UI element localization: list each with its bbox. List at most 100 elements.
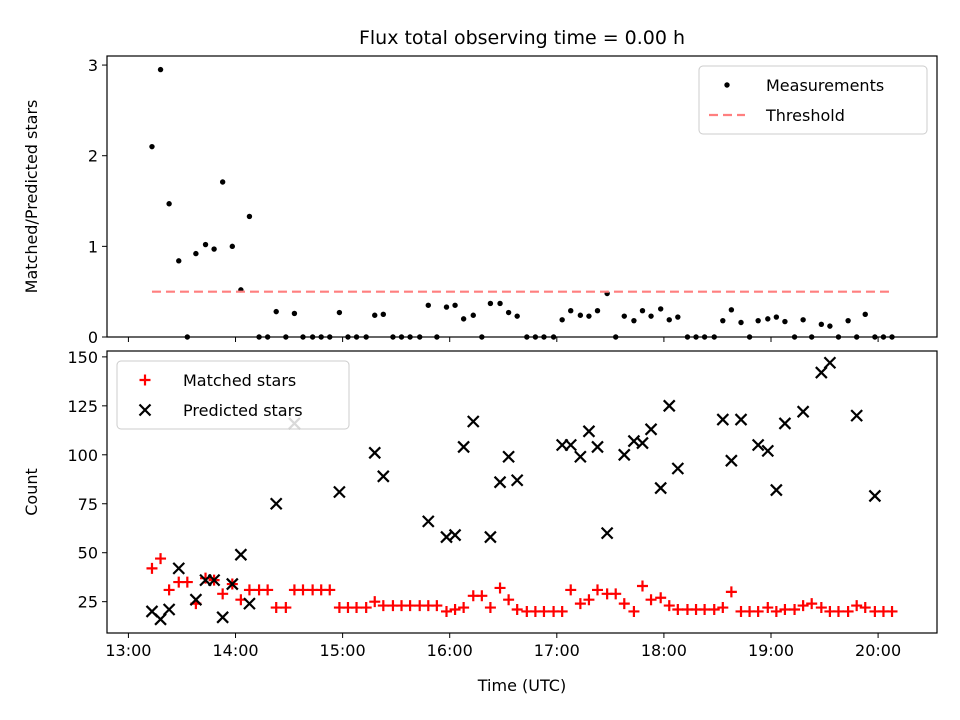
legend-label: Matched stars: [183, 371, 296, 390]
matched-stars-point: [851, 600, 863, 612]
legend-label: Predicted stars: [183, 401, 303, 420]
matched-stars-point: [725, 586, 737, 598]
matched-stars-point: [636, 580, 648, 592]
measurement-point: [631, 317, 637, 324]
matched-stars-point: [655, 592, 667, 604]
predicted-stars-point: [662, 399, 676, 413]
legend-marker-measurements: [724, 82, 730, 88]
predicted-stars-point: [600, 526, 614, 540]
measurement-point: [845, 317, 851, 324]
predicted-stars-point: [189, 593, 203, 606]
predicted-stars-point: [216, 611, 229, 624]
measurement-point: [246, 213, 253, 220]
measurement-point: [380, 311, 387, 318]
plot-frame: [106, 55, 938, 338]
x-tick-label: 18:00: [641, 641, 687, 660]
measurement-point: [166, 201, 172, 207]
legend-marker-predicted: [138, 403, 152, 417]
matched-stars-point: [592, 584, 604, 596]
measurement-point: [425, 302, 431, 308]
legend-box: [698, 65, 928, 135]
predicted-stars-point: [751, 438, 765, 452]
predicted-stars-point: [510, 473, 524, 487]
matched-stars-point: [217, 588, 229, 600]
matched-stars-point: [699, 604, 711, 615]
measurement-point: [648, 313, 654, 319]
predicted-stars-point: [226, 577, 239, 591]
measurement-point: [728, 307, 735, 313]
x-axis-label: Time (UTC): [477, 676, 566, 695]
matched-stars-point: [538, 605, 550, 617]
measurement-point: [452, 302, 458, 308]
x-tick-label: 20:00: [855, 641, 901, 660]
x-tick-label: 19:00: [748, 641, 794, 660]
measurement-point: [514, 313, 520, 319]
legend-label: Measurements: [766, 76, 884, 95]
predicted-stars-point: [502, 450, 515, 464]
matched-stars-point: [369, 596, 381, 608]
matched-stars-point: [797, 600, 809, 612]
legend: Measurements Threshold: [698, 65, 928, 135]
predicted-stars-point: [582, 425, 596, 438]
predicted-stars-point: [377, 470, 390, 483]
matched-stars-point: [708, 604, 720, 615]
y-axis-label: Count: [22, 468, 41, 516]
measurement-point: [818, 321, 825, 328]
predicted-stars-point: [734, 413, 748, 426]
matched-stars-point: [146, 562, 158, 574]
predicted-stars-point: [162, 603, 176, 616]
matched-stars-point: [360, 602, 372, 614]
matched-stars-point: [565, 584, 577, 596]
matched-stars-point: [494, 582, 506, 594]
predicted-stars-point: [770, 483, 783, 497]
y-tick-label: 0: [88, 328, 98, 347]
matched-stars-point: [583, 594, 595, 606]
matched-stars-point: [663, 600, 675, 612]
matched-stars-point: [752, 605, 764, 617]
predicted-stars-point: [269, 497, 283, 511]
y-tick-label: 50: [78, 544, 98, 563]
measurement-point: [157, 66, 164, 73]
predicted-stars-point: [234, 548, 248, 561]
matched-stars-point: [806, 598, 818, 610]
predicted-stars-point: [484, 530, 497, 544]
matched-stars-point: [610, 588, 622, 600]
measurement-point: [720, 317, 726, 324]
measurement-point: [577, 312, 584, 318]
predicted-stars-point: [564, 438, 578, 452]
matched-stars-point: [351, 602, 363, 614]
measurement-point: [336, 309, 343, 316]
predicted-stars-point: [466, 415, 480, 428]
measurement-point: [765, 316, 771, 322]
series-0: [146, 553, 898, 617]
predicted-stars-point: [644, 423, 658, 436]
x-tick-label: 15:00: [320, 641, 366, 660]
measurement-point: [497, 300, 503, 307]
matched-stars-point: [503, 594, 515, 606]
predicted-stars-point: [725, 454, 738, 467]
legend-box: [116, 360, 350, 430]
measurement-point: [176, 258, 182, 264]
measurement-point: [505, 309, 512, 316]
matched-stars-point: [762, 602, 774, 614]
y-tick-label: 125: [67, 397, 98, 416]
x-tick-label: 14:00: [212, 641, 258, 660]
measurement-point: [782, 318, 788, 325]
matched-stars-point: [815, 602, 827, 614]
predicted-stars-point: [868, 489, 882, 503]
measurement-point: [470, 312, 476, 318]
y-tick-label: 1: [88, 237, 98, 256]
matched-stars-point: [628, 605, 640, 617]
measurement-point: [559, 317, 565, 323]
predicted-stars-point: [823, 356, 837, 370]
measurement-point: [862, 311, 868, 318]
matched-stars-point: [672, 604, 684, 615]
matched-stars-point: [181, 576, 193, 588]
predicted-stars-point: [457, 440, 470, 454]
matched-stars-point: [717, 602, 729, 614]
measurement-point: [229, 243, 236, 250]
series-1: [145, 356, 882, 626]
predicted-stars-point: [422, 515, 435, 528]
x-tick-label: 17:00: [534, 641, 580, 660]
matched-stars-point: [511, 604, 523, 615]
